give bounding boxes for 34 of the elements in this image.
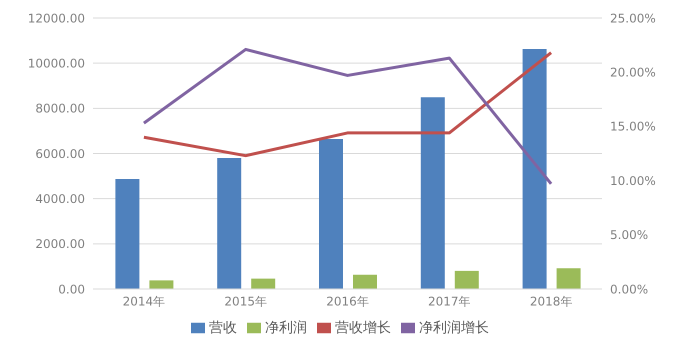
line-series [142,51,553,158]
bar [217,158,242,289]
y-tick-label: 0.00 [58,282,85,296]
x-tick-label: 2016年 [326,294,369,309]
x-tick-label: 2014年 [122,294,166,309]
x-tick-label: 2017年 [428,294,471,309]
x-tick-label: 2015年 [224,294,267,309]
y2-tick-label: 0.00% [610,282,648,296]
bar [251,278,276,289]
legend-label: 营收增长 [335,320,391,336]
y-tick-label: 6000.00 [35,146,85,161]
bar [420,97,445,289]
line-series [142,48,553,186]
y2-tick-label: 20.00% [610,65,656,80]
bar [454,270,479,289]
bar [318,139,343,289]
y-tick-label: 8000.00 [35,102,85,116]
y2-tick-label: 25.00% [610,11,656,26]
y-tick-label: 4000.00 [35,192,85,206]
y-tick-label: 10000.00 [28,56,85,70]
y-tick-label: 12000.00 [28,11,85,26]
bar [556,268,581,289]
bar [115,179,140,289]
bar [522,48,547,289]
y-tick-label: 2000.00 [35,237,85,252]
y2-tick-label: 10.00% [610,174,656,188]
legend-label: 净利润 [265,320,307,336]
bar [352,274,377,289]
x-tick-label: 2018年 [530,294,572,309]
bar [149,280,174,289]
y2-tick-label: 5.00% [610,228,648,242]
y2-tick-label: 15.00% [610,120,656,134]
legend-label: 净利润增长 [419,320,489,336]
legend-label: 营收 [209,320,237,336]
